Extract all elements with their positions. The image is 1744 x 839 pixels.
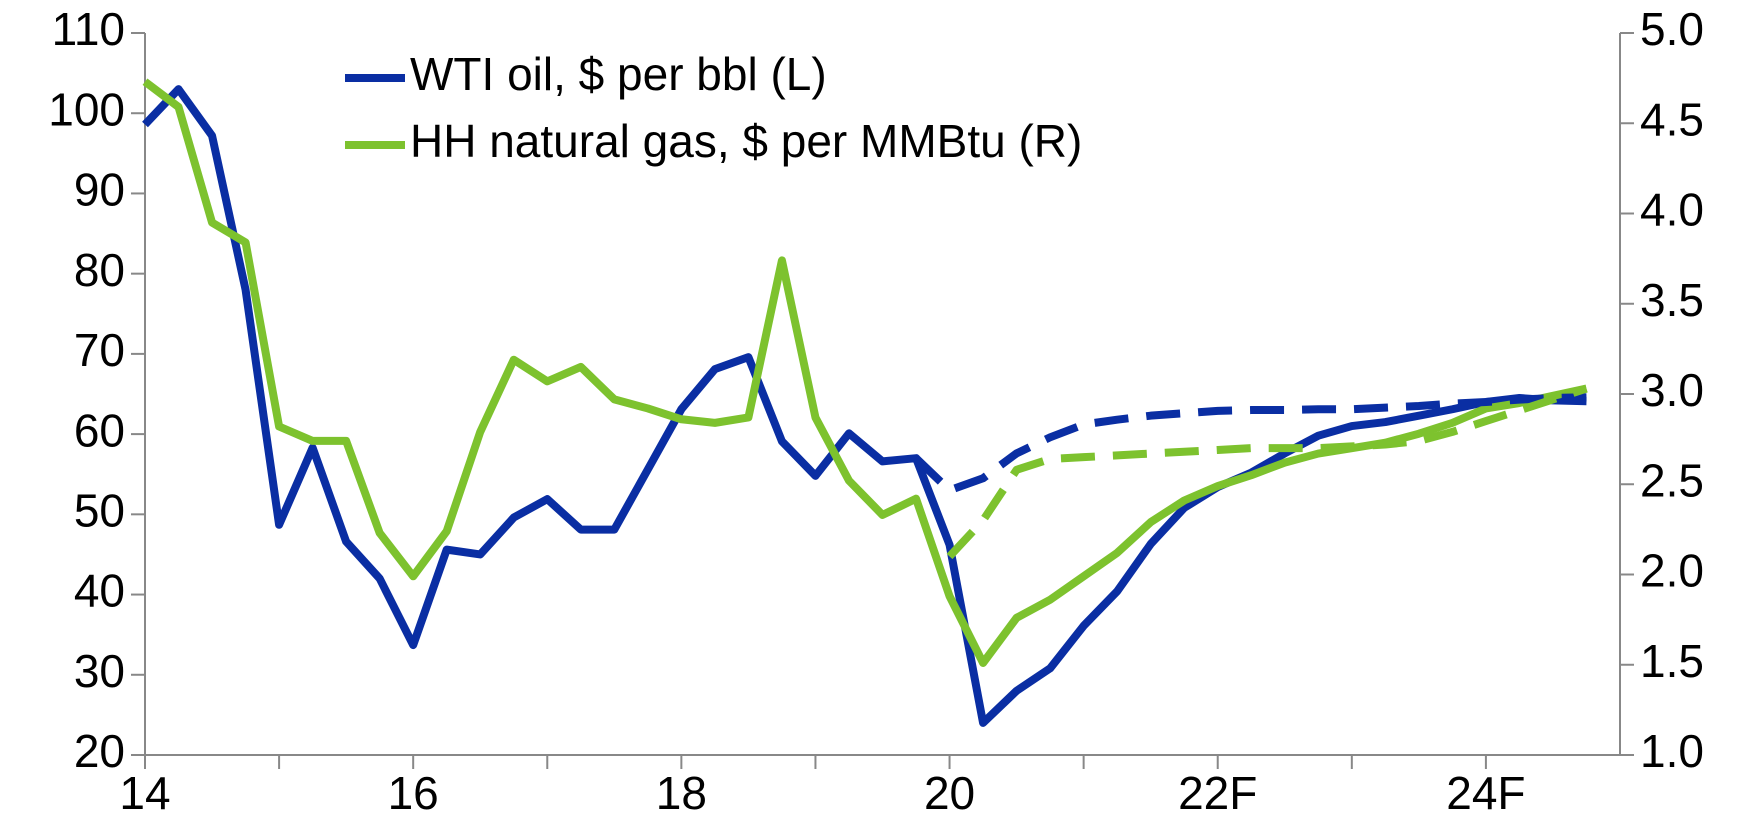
y2-tick-label: 2.5	[1640, 454, 1704, 506]
y2-tick-label: 3.5	[1640, 274, 1704, 326]
x-tick-label: 22F	[1178, 767, 1257, 819]
y-tick-label: 90	[74, 164, 125, 216]
y2-tick-label: 2.0	[1640, 545, 1704, 597]
y2-tick-label: 4.0	[1640, 184, 1704, 236]
y2-tick-label: 1.5	[1640, 635, 1704, 687]
series-line	[913, 393, 1587, 495]
y-tick-label: 20	[74, 725, 125, 777]
y-tick-label: 110	[52, 3, 125, 55]
legend-label: WTI oil, $ per bbl (L)	[410, 48, 827, 100]
y-tick-label: 60	[74, 404, 125, 456]
y-tick-label: 70	[74, 324, 125, 376]
y2-tick-label: 4.5	[1640, 93, 1704, 145]
y-tick-label: 80	[74, 244, 125, 296]
y-tick-label: 30	[74, 645, 125, 697]
y-tick-label: 40	[74, 565, 125, 617]
x-tick-label: 24F	[1446, 767, 1525, 819]
y2-tick-label: 5.0	[1640, 3, 1704, 55]
y2-tick-label: 3.0	[1640, 364, 1704, 416]
x-tick-label: 14	[119, 767, 170, 819]
y-tick-label: 100	[48, 83, 125, 135]
x-tick-label: 18	[656, 767, 707, 819]
legend-label: HH natural gas, $ per MMBtu (R)	[410, 115, 1082, 167]
x-tick-label: 20	[924, 767, 975, 819]
series-line	[946, 384, 1588, 560]
series-line	[142, 85, 1587, 727]
y2-tick-label: 1.0	[1640, 725, 1704, 777]
x-tick-label: 16	[388, 767, 439, 819]
series-line	[142, 78, 1588, 667]
y-tick-label: 50	[74, 484, 125, 536]
